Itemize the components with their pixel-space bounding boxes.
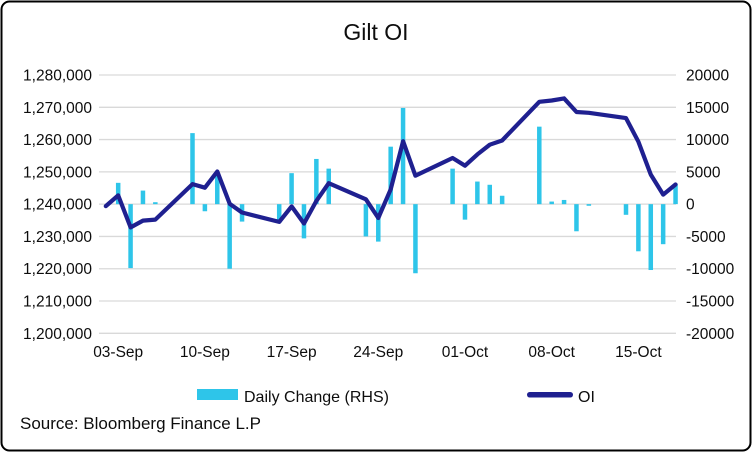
daily-change-bar [388, 146, 393, 205]
daily-change-bar [499, 195, 505, 205]
daily-change-bar [586, 204, 592, 206]
y-axis-label-right: -5000 [686, 229, 726, 246]
y-axis-label-left: 1,240,000 [23, 197, 92, 214]
x-axis-label: 24-Sep [353, 344, 403, 361]
y-axis-label-left: 1,270,000 [23, 100, 92, 117]
gridlines [99, 74, 676, 334]
y-axis-label-right: -10000 [686, 261, 735, 278]
chart-title: Gilt OI [343, 19, 408, 45]
daily-change-bar [574, 204, 579, 232]
daily-change-bar [202, 204, 208, 212]
daily-change-bar [289, 173, 294, 205]
daily-change-bar [363, 204, 369, 237]
x-axis-label: 03-Sep [93, 344, 143, 361]
legend-label-daily-change: Daily Change (RHS) [244, 389, 389, 406]
daily-change-bar [376, 204, 381, 242]
y-axis-label-right: -20000 [686, 326, 735, 343]
daily-change-bar [475, 181, 480, 205]
y-axis-label-left: 1,200,000 [23, 326, 92, 343]
legend-swatch-daily-change [197, 389, 238, 400]
x-axis-label: 08-Oct [528, 344, 575, 361]
daily-change-bar [314, 158, 319, 205]
daily-change-bar [140, 190, 146, 205]
daily-change-bar [450, 168, 455, 205]
daily-change-bar [227, 204, 232, 269]
x-axis-label: 17-Sep [267, 344, 317, 361]
x-axis-label: 10-Sep [180, 344, 230, 361]
chart-legend: Daily Change (RHS) OI [197, 389, 595, 406]
legend-swatch-oi [527, 392, 573, 398]
y-axis-label-left: 1,250,000 [23, 164, 92, 181]
y-axis-labels-left: 1,280,000 1,270,000 1,260,000 1,250,000 1,24… [23, 68, 92, 343]
daily-change-bar [623, 204, 629, 215]
daily-change-bar [561, 199, 567, 205]
daily-change-bar [673, 183, 678, 205]
daily-change-bar [648, 204, 654, 271]
daily-change-bar [128, 204, 133, 269]
y-axis-label-left: 1,230,000 [23, 229, 92, 246]
legend-label-oi: OI [578, 389, 595, 406]
x-axis-label: 01-Oct [442, 344, 489, 361]
y-axis-label-left: 1,220,000 [23, 261, 92, 278]
y-axis-label-left: 1,210,000 [23, 294, 92, 311]
x-axis-label: 15-Oct [615, 344, 662, 361]
oi-line-path [103, 96, 678, 230]
x-axis-labels: 03-Sep 10-Sep 17-Sep 24-Sep 01-Oct 08-Oct 15-O… [93, 344, 662, 361]
daily-change-bar [190, 133, 195, 205]
y-axis-label-right: 20000 [686, 68, 729, 85]
daily-change-bar [462, 204, 468, 220]
daily-change-bar [549, 201, 554, 205]
y-axis-label-left: 1,260,000 [23, 132, 92, 149]
y-axis-label-right: 15000 [686, 100, 729, 117]
daily-change-bar [660, 204, 666, 245]
daily-change-bar [276, 204, 282, 223]
y-axis-label-right: -15000 [686, 294, 735, 311]
daily-change-bar [487, 184, 493, 205]
daily-change-bar [636, 204, 641, 252]
y-axis-label-left: 1,280,000 [23, 68, 92, 85]
y-axis-label-right: 0 [686, 197, 695, 214]
daily-change-bar [537, 126, 542, 205]
oi-line [103, 96, 678, 230]
daily-change-bar [413, 204, 418, 274]
y-axis-label-right: 10000 [686, 132, 729, 149]
daily-change-bar [400, 107, 406, 205]
y-axis-label-right: 5000 [686, 164, 721, 181]
daily-change-bar [153, 202, 158, 205]
y-axis-labels-right: 20000 15000 10000 5000 0 -5000 -10000 -15000 -20… [686, 68, 735, 343]
source-note: Source: Bloomberg Finance L.P [20, 414, 261, 433]
daily-change-bar [215, 171, 220, 205]
